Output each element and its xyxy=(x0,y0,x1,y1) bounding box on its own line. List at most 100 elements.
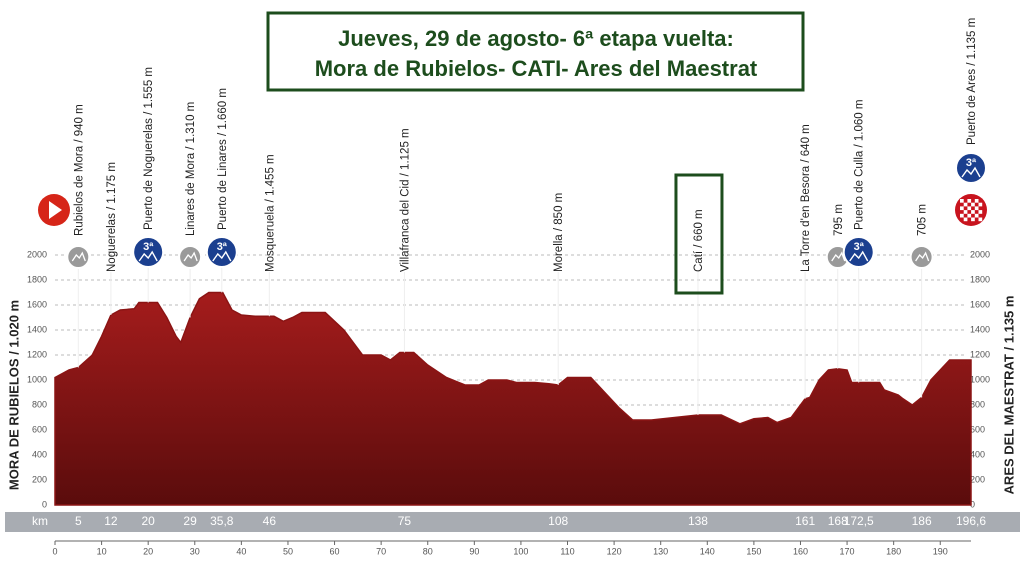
waypoint-label: Rubielos de Mora / 940 m xyxy=(73,104,85,236)
y-tick-label: 2000 xyxy=(970,249,990,259)
waypoint-label: Puerto de Culla / 1.060 m xyxy=(854,100,866,230)
km-bar xyxy=(5,512,1020,532)
km-bar-label: 29 xyxy=(183,514,197,528)
finish-label: ARES DEL MAESTRAT / 1.135 m xyxy=(1001,296,1016,495)
climb-icon-mountain xyxy=(138,250,158,262)
waypoint-label: Catí / 660 m xyxy=(693,209,705,272)
y-tick-label: 600 xyxy=(32,424,47,434)
km-bar-label: 5 xyxy=(75,514,82,528)
waypoint-label: 705 m xyxy=(917,204,929,236)
y-tick-label: 1400 xyxy=(970,324,990,334)
chart-title: Jueves, 29 de agosto- 6ª etapa vuelta: xyxy=(338,26,734,51)
y-tick-label: 1600 xyxy=(970,299,990,309)
start-icon xyxy=(38,194,70,226)
waypoint-label: Morella / 850 m xyxy=(553,193,565,272)
x-tick-label: 140 xyxy=(700,546,715,556)
y-tick-label: 1800 xyxy=(27,274,47,284)
point-icon-mountain xyxy=(915,251,930,262)
y-tick-label: 0 xyxy=(970,499,975,509)
finish-check xyxy=(960,199,964,203)
x-tick-label: 50 xyxy=(283,546,293,556)
point-icon-mountain xyxy=(183,251,198,262)
title-box xyxy=(266,11,805,92)
km-bar-label: 108 xyxy=(548,514,568,528)
x-tick-label: 180 xyxy=(886,546,901,556)
waypoint-label: Puerto de Noguerelas / 1.555 m xyxy=(143,67,155,230)
finish-check xyxy=(974,213,979,218)
finish-check xyxy=(978,202,983,207)
y-tick-label: 400 xyxy=(970,449,985,459)
point-icon-mountain xyxy=(831,251,846,262)
km-bar-label: 172,5 xyxy=(844,514,874,528)
y-tick-label: 2000 xyxy=(27,249,47,259)
finish-check xyxy=(967,206,972,211)
km-bar-label: 12 xyxy=(104,514,118,528)
point-icon-mountain xyxy=(71,251,86,262)
km-bar-label: 20 xyxy=(142,514,156,528)
climb-category: 3ª xyxy=(217,241,228,253)
x-tick-label: 160 xyxy=(793,546,808,556)
km-bar-label: 46 xyxy=(263,514,277,528)
km-bar-label: 35,8 xyxy=(210,514,234,528)
x-tick-label: 120 xyxy=(607,546,622,556)
y-tick-label: 800 xyxy=(970,399,985,409)
km-label: km xyxy=(32,514,48,528)
x-tick-label: 10 xyxy=(97,546,107,556)
finish-check xyxy=(974,199,979,203)
finish-check xyxy=(978,210,983,214)
y-tick-label: 0 xyxy=(42,499,47,509)
x-tick-label: 60 xyxy=(330,546,340,556)
finish-check xyxy=(967,213,972,218)
waypoint-label: Noguerelas / 1.175 m xyxy=(106,162,118,272)
x-tick-label: 110 xyxy=(560,546,574,556)
km-bar-label: 138 xyxy=(688,514,708,528)
highlight-box xyxy=(674,173,724,295)
waypoint-label: Mosqueruela / 1.455 m xyxy=(264,154,276,272)
finish-check xyxy=(974,206,979,211)
y-tick-label: 200 xyxy=(970,474,985,484)
finish-check xyxy=(978,217,983,222)
y-tick-label: 800 xyxy=(32,399,47,409)
km-bar-label: 161 xyxy=(795,514,815,528)
x-tick-label: 70 xyxy=(376,546,386,556)
start-label: MORA DE RUBIELOS / 1.020 m xyxy=(6,300,21,490)
x-tick-label: 30 xyxy=(190,546,200,556)
y-tick-label: 200 xyxy=(32,474,47,484)
y-tick-label: 1200 xyxy=(27,349,47,359)
climb-category: 3ª xyxy=(966,157,977,169)
x-tick-label: 80 xyxy=(423,546,433,556)
y-tick-label: 1400 xyxy=(27,324,47,334)
finish-check xyxy=(967,199,972,203)
km-bar-label: 168 xyxy=(828,514,848,528)
waypoint-label: Villafranca del Cid / 1.125 m xyxy=(399,128,411,272)
x-tick-label: 170 xyxy=(840,546,855,556)
y-tick-label: 1600 xyxy=(27,299,47,309)
y-tick-label: 400 xyxy=(32,449,47,459)
climb-category: 3ª xyxy=(143,241,154,253)
waypoint-label: La Torre d'en Besora / 640 m xyxy=(800,124,812,272)
chart-title: Mora de Rubielos- CATI- Ares del Maestra… xyxy=(315,56,758,81)
x-tick-label: 150 xyxy=(746,546,761,556)
finish-check xyxy=(971,217,975,222)
finish-icon xyxy=(955,194,987,226)
x-tick-label: 40 xyxy=(236,546,246,556)
x-tick-label: 130 xyxy=(653,546,668,556)
y-tick-label: 1000 xyxy=(27,374,47,384)
waypoint-label: Puerto de Linares / 1.660 m xyxy=(217,88,229,230)
x-tick-label: 20 xyxy=(143,546,153,556)
finish-check xyxy=(963,202,968,207)
x-tick-label: 100 xyxy=(513,546,528,556)
finish-check xyxy=(971,202,975,207)
waypoint-label: Puerto de Ares / 1.135 m xyxy=(966,18,978,145)
km-bar-label: 75 xyxy=(398,514,412,528)
climb-category: 3ª xyxy=(854,241,865,253)
finish-check xyxy=(960,206,964,211)
y-tick-label: 1200 xyxy=(970,349,990,359)
finish-check xyxy=(963,217,968,222)
finish-check xyxy=(960,213,964,218)
x-tick-label: 0 xyxy=(52,546,57,556)
finish-check xyxy=(971,210,975,214)
km-bar-label: 196,6 xyxy=(956,514,986,528)
x-tick-label: 190 xyxy=(933,546,948,556)
